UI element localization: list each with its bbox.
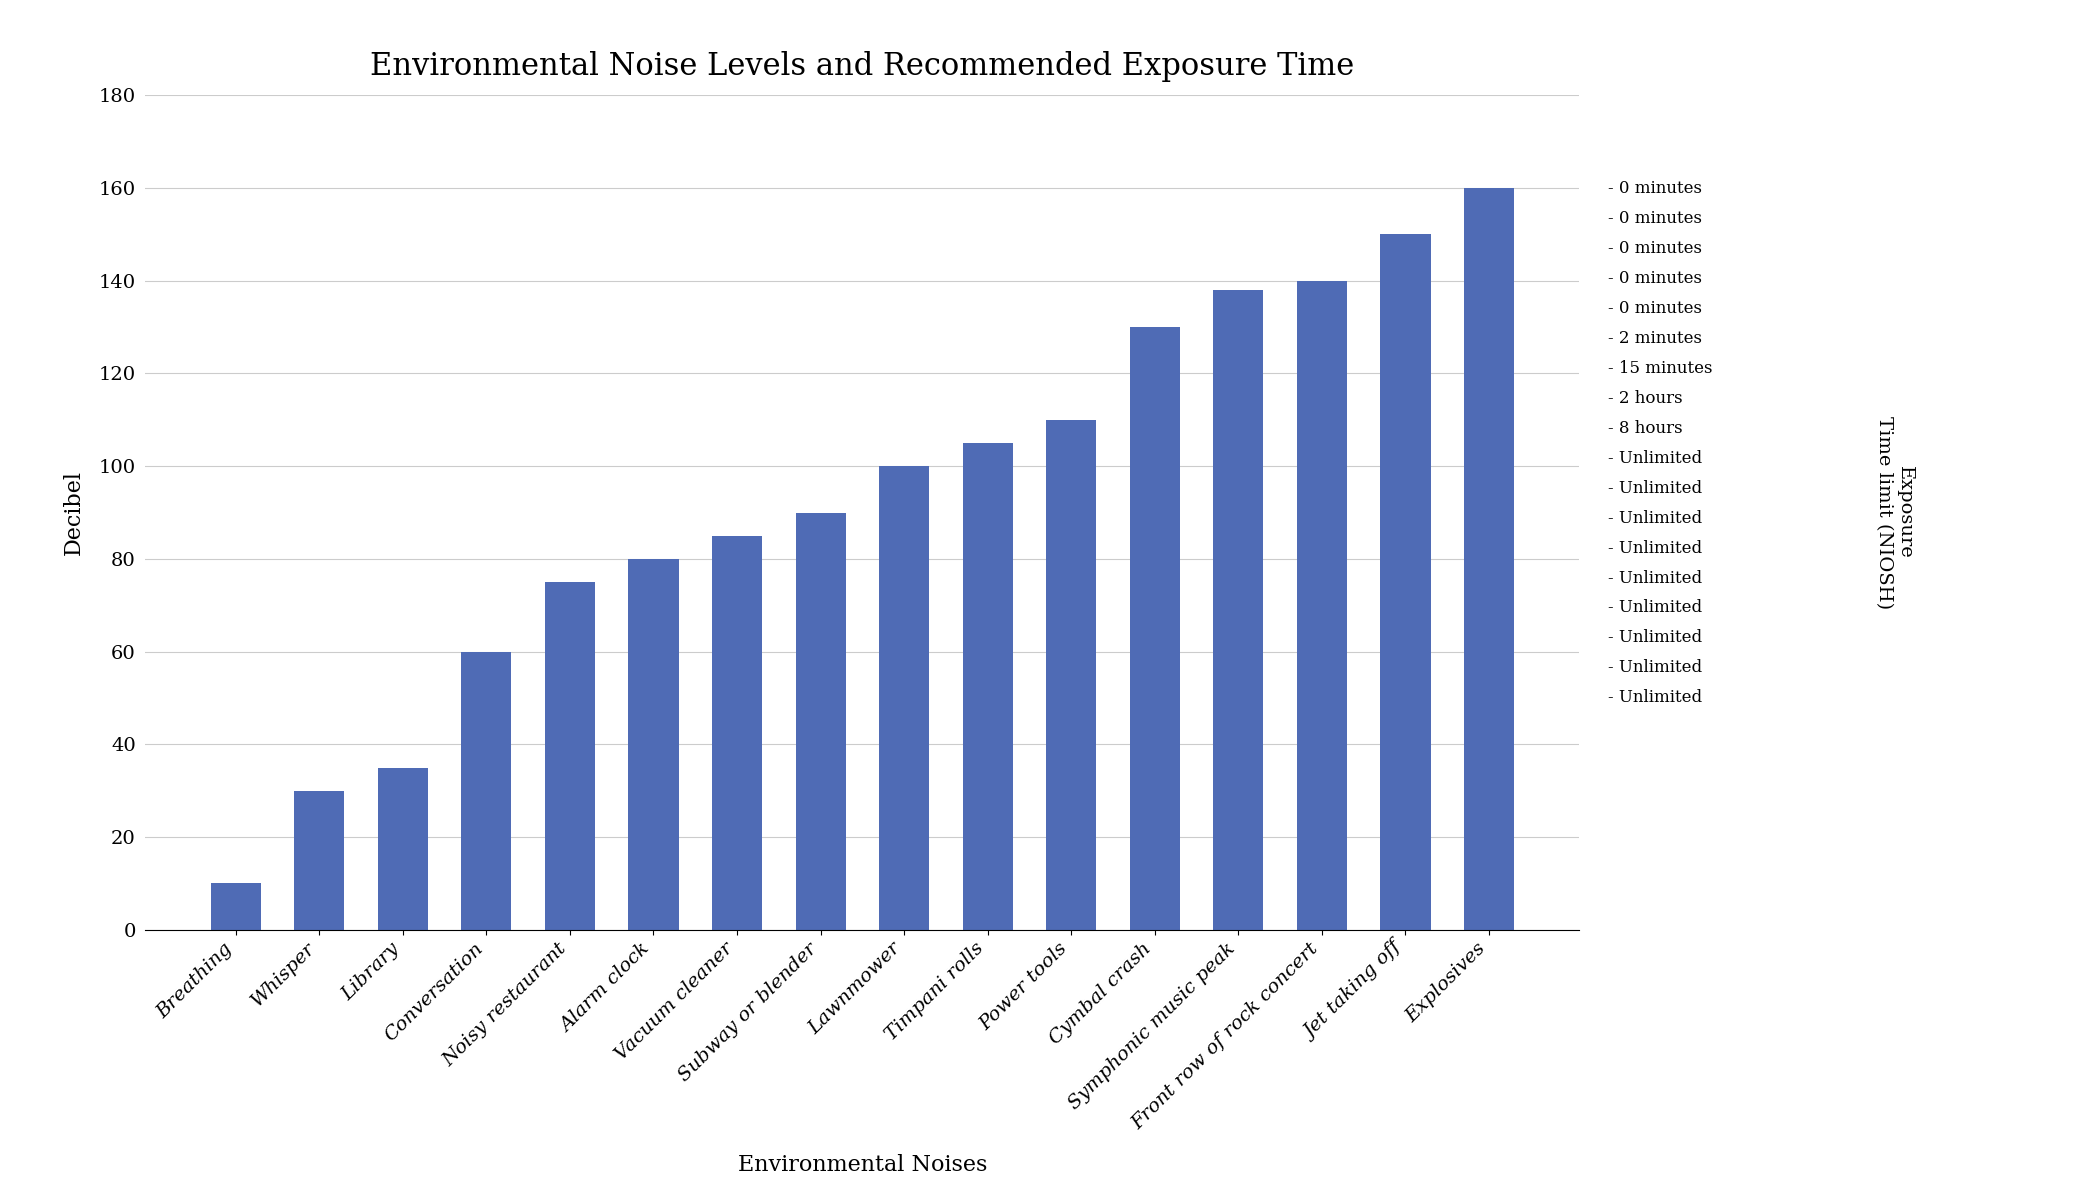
Bar	[962, 443, 1012, 930]
Bar	[1380, 235, 1430, 930]
Bar	[295, 790, 345, 930]
Bar	[628, 559, 680, 930]
Bar	[796, 513, 846, 930]
Bar	[1465, 188, 1515, 930]
Text: - 15 minutes: - 15 minutes	[1608, 360, 1712, 377]
Text: - Unlimited: - Unlimited	[1608, 479, 1702, 497]
Text: - Unlimited: - Unlimited	[1608, 659, 1702, 677]
Text: - Unlimited: - Unlimited	[1608, 509, 1702, 527]
Bar	[879, 466, 929, 930]
Bar	[544, 582, 594, 930]
Text: - Unlimited: - Unlimited	[1608, 449, 1702, 466]
Title: Environmental Noise Levels and Recommended Exposure Time: Environmental Noise Levels and Recommend…	[370, 50, 1355, 81]
Text: - 2 minutes: - 2 minutes	[1608, 329, 1702, 347]
Bar	[1045, 420, 1097, 930]
Bar	[461, 652, 511, 930]
Text: - Unlimited: - Unlimited	[1608, 629, 1702, 646]
Text: - 0 minutes: - 0 minutes	[1608, 240, 1702, 256]
Bar	[1297, 281, 1347, 930]
Y-axis label: Decibel: Decibel	[62, 470, 85, 555]
Text: - Unlimited: - Unlimited	[1608, 689, 1702, 707]
Text: - 0 minutes: - 0 minutes	[1608, 269, 1702, 286]
Bar	[378, 768, 428, 930]
Text: - 0 minutes: - 0 minutes	[1608, 299, 1702, 317]
Text: - 8 hours: - 8 hours	[1608, 420, 1683, 436]
Bar	[1214, 290, 1263, 930]
Text: - Unlimited: - Unlimited	[1608, 540, 1702, 557]
Bar	[713, 535, 763, 930]
Text: - 0 minutes: - 0 minutes	[1608, 180, 1702, 197]
Bar	[1130, 327, 1180, 930]
Text: - Unlimited: - Unlimited	[1608, 600, 1702, 616]
X-axis label: Environmental Noises: Environmental Noises	[738, 1154, 987, 1175]
Text: - 0 minutes: - 0 minutes	[1608, 210, 1702, 226]
Text: Exposure
Time limit (NIOSH): Exposure Time limit (NIOSH)	[1874, 416, 1914, 609]
Text: - Unlimited: - Unlimited	[1608, 570, 1702, 586]
Text: - 2 hours: - 2 hours	[1608, 390, 1683, 406]
Bar	[210, 883, 260, 930]
